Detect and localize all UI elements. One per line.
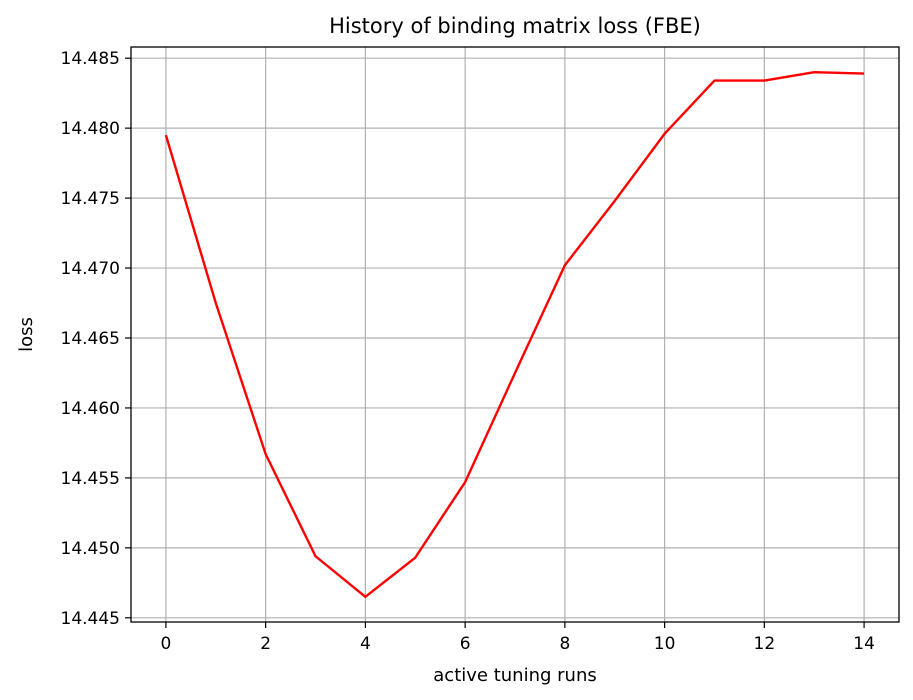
y-tick-label: 14.465 <box>61 329 120 349</box>
series-layer <box>164 70 865 599</box>
y-tick-label: 14.460 <box>61 399 120 419</box>
x-tick-label: 12 <box>754 634 776 654</box>
ticks: 0 2 4 6 8 10 12 14 14.445 14.450 14.455 14.460 14.46… <box>61 49 875 654</box>
y-tick-label: 14.455 <box>61 469 120 489</box>
y-tick-label: 14.475 <box>61 189 120 209</box>
chart-title: History of binding matrix loss (FBE) <box>329 14 701 38</box>
grid <box>131 47 899 622</box>
y-tick-label: 14.450 <box>61 539 120 559</box>
x-tick-label: 8 <box>559 634 570 654</box>
series-line-0 <box>164 70 865 599</box>
x-axis-label: active tuning runs <box>433 665 596 686</box>
x-tick-label: 0 <box>160 634 171 654</box>
x-tick-label: 10 <box>654 634 676 654</box>
y-axis-label: loss <box>16 317 37 352</box>
x-tick-label: 14 <box>853 634 875 654</box>
plot-frame <box>130 46 900 623</box>
x-tick-label: 6 <box>460 634 471 654</box>
y-tick-label: 14.480 <box>61 119 120 139</box>
x-tick-label: 2 <box>260 634 271 654</box>
y-tick-label: 14.470 <box>61 259 120 279</box>
y-tick-label: 14.445 <box>61 609 120 629</box>
y-tick-label: 14.485 <box>61 49 120 69</box>
x-tick-label: 4 <box>360 634 371 654</box>
